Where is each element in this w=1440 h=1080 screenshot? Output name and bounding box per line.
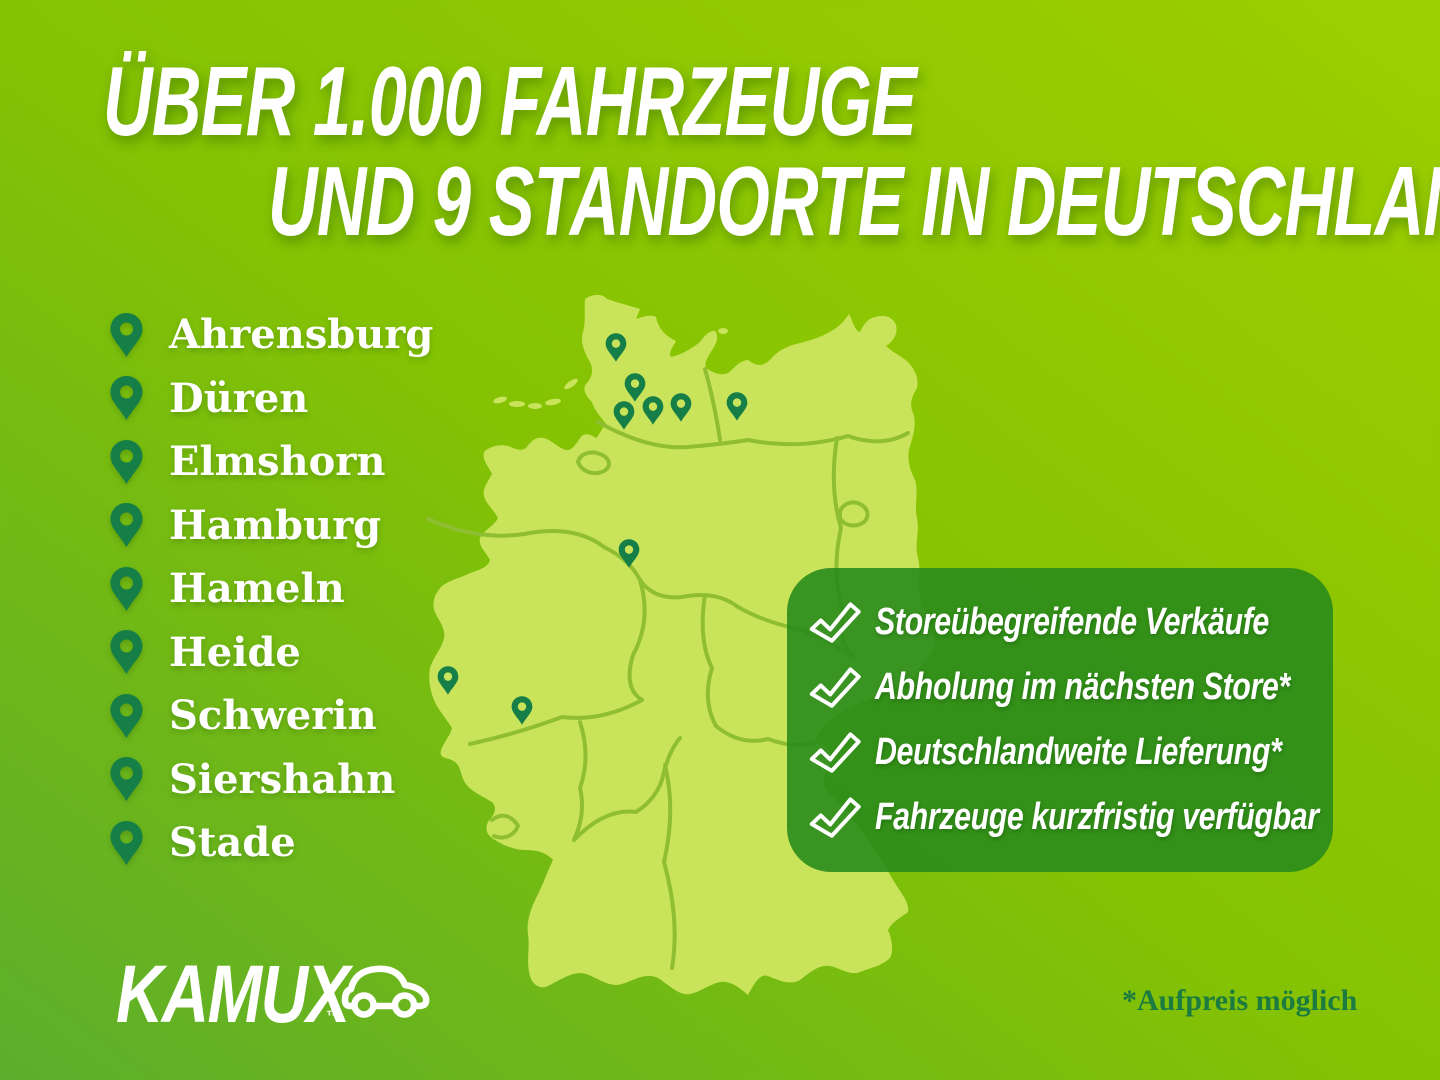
location-item: Heide: [108, 621, 433, 685]
headline: ÜBER 1.000 FAHRZEUGE UND 9 STANDORTE IN …: [103, 46, 1440, 252]
trademark-symbol: ™: [326, 1008, 341, 1025]
benefit-item: Deutschlandweite Lieferung*: [807, 729, 1333, 777]
headline-line1: ÜBER 1.000 FAHRZEUGE: [103, 46, 917, 156]
island: [509, 401, 525, 407]
map-pin-icon: [108, 819, 145, 867]
location-name: Stade: [169, 819, 296, 867]
location-name: Ahrensburg: [169, 311, 434, 359]
car-outline-icon: [338, 958, 434, 1020]
location-item: Hameln: [108, 557, 433, 621]
headline-line2-light: IN DEUTSCHLAND: [921, 145, 1440, 256]
map-pin-icon: [108, 755, 145, 803]
footnote: *Aufpreis möglich: [1122, 984, 1358, 1017]
check-icon: [807, 600, 863, 646]
location-item: Hamburg: [108, 494, 433, 558]
kamux-logo: KAMUX ™: [116, 948, 430, 1042]
state-borders: [426, 367, 910, 970]
location-list: Ahrensburg Düren Elmshorn Hamburg Hameln…: [108, 303, 433, 875]
kamux-logo-text: KAMUX: [116, 949, 350, 1040]
benefit-label: Deutschlandweite Lieferung*: [875, 731, 1282, 773]
map-pin-icon: [108, 374, 145, 422]
map-pin-icon: [108, 501, 145, 549]
location-item: Elmshorn: [108, 430, 433, 494]
location-name: Schwerin: [169, 692, 377, 740]
benefit-item: Abholung im nächsten Store*: [807, 664, 1333, 712]
berlin-enclave: [838, 500, 870, 528]
map-pin-icon: [108, 438, 145, 486]
location-name: Siershahn: [169, 755, 396, 803]
location-name: Düren: [169, 374, 309, 422]
benefits-panel: Storeübegreifende Verkäufe Abholung im n…: [787, 568, 1333, 872]
island: [528, 403, 542, 409]
check-icon: [807, 665, 863, 711]
map-pin-icon: [108, 692, 145, 740]
map-pin-icon: [108, 628, 145, 676]
location-item: Ahrensburg: [108, 303, 433, 367]
location-name: Hamburg: [169, 501, 382, 549]
location-name: Elmshorn: [169, 438, 386, 486]
benefit-item: Fahrzeuge kurzfristig verfügbar: [807, 794, 1333, 842]
location-name: Heide: [169, 628, 301, 676]
island: [564, 378, 578, 390]
location-item: Düren: [108, 367, 433, 431]
benefit-label: Storeübegreifende Verkäufe: [875, 601, 1269, 643]
island: [545, 398, 561, 406]
headline-line2: UND 9 STANDORTE IN DEUTSCHLAND: [268, 151, 1440, 252]
island: [718, 328, 728, 334]
bremen-enclave: [576, 450, 611, 476]
benefit-label: Abholung im nächsten Store*: [875, 666, 1290, 708]
check-icon: [807, 795, 863, 841]
map-pin-icon: [108, 565, 145, 613]
location-item: Siershahn: [108, 748, 433, 812]
location-item: Stade: [108, 811, 433, 875]
benefit-label: Fahrzeuge kurzfristig verfügbar: [875, 796, 1319, 838]
location-item: Schwerin: [108, 684, 433, 748]
headline-line2-strong: UND 9 STANDORTE: [268, 145, 904, 256]
benefit-item: Storeübegreifende Verkäufe: [807, 599, 1333, 647]
check-icon: [807, 730, 863, 776]
map-pin-icon: [108, 311, 145, 359]
location-name: Hameln: [169, 565, 345, 613]
island: [493, 396, 507, 404]
